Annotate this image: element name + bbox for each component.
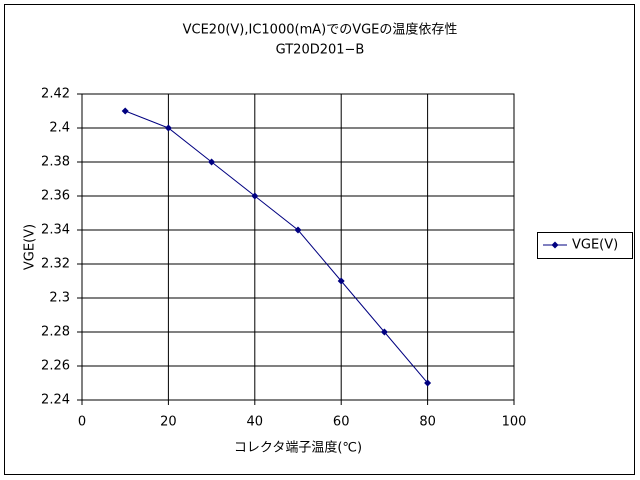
y-tick-label: 2.24 <box>41 393 70 408</box>
x-tick-label: 40 <box>247 415 264 430</box>
x-tick-label: 100 <box>502 415 527 430</box>
plot-area <box>81 93 515 401</box>
x-tick-label: 60 <box>333 415 350 430</box>
chart-subtitle: GT20D201−B <box>276 43 365 58</box>
y-tick-label: 2.34 <box>41 223 70 238</box>
legend-marker <box>551 241 559 249</box>
data-point <box>294 226 302 234</box>
y-tick-label: 2.4 <box>49 121 70 136</box>
legend-label: VGE(V) <box>572 238 618 253</box>
y-tick-label: 2.38 <box>41 155 70 170</box>
y-tick-label: 2.26 <box>41 359 70 374</box>
x-axis-label: コレクタ端子温度(℃) <box>234 440 362 456</box>
x-tick-label: 0 <box>78 415 86 430</box>
y-tick-label: 2.32 <box>41 257 70 272</box>
y-tick-label: 2.42 <box>41 87 70 102</box>
x-tick-label: 80 <box>419 415 436 430</box>
data-point <box>164 124 172 132</box>
data-point <box>380 328 388 336</box>
data-point <box>337 277 345 285</box>
chart-title: VCE20(V),IC1000(mA)でのVGEの温度依存性 <box>183 22 458 38</box>
data-point <box>121 107 129 115</box>
y-axis-label: VGE(V) <box>23 224 38 270</box>
data-point <box>208 158 216 166</box>
y-tick-label: 2.28 <box>41 325 70 340</box>
x-tick-label: 20 <box>160 415 177 430</box>
data-point <box>251 192 259 200</box>
y-tick-label: 2.3 <box>49 291 70 306</box>
y-tick-label: 2.36 <box>41 189 70 204</box>
series-line <box>125 110 428 384</box>
data-point <box>424 379 432 387</box>
